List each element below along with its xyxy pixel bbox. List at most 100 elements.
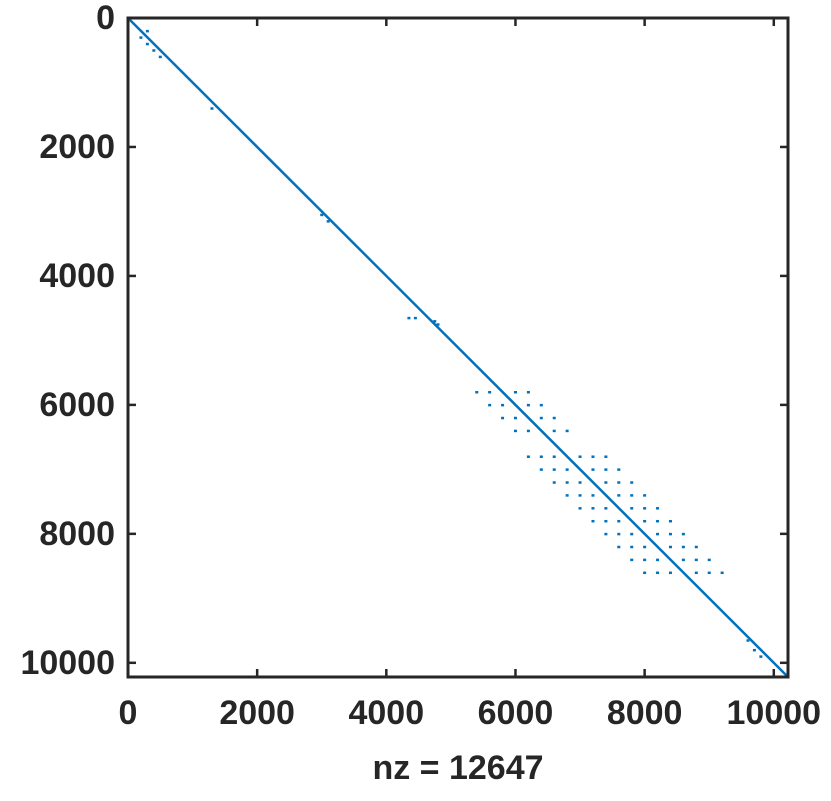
nonzero: [501, 403, 505, 407]
nonzero: [656, 507, 660, 510]
nonzero: [617, 519, 621, 523]
nonzero: [656, 519, 660, 523]
x-tick-label: 2000: [219, 694, 295, 732]
nonzero: [694, 558, 698, 562]
nonzero: [578, 494, 582, 497]
nonzero: [565, 429, 569, 433]
nonzero: [488, 403, 492, 407]
nonzero: [526, 429, 530, 433]
nonzero: [630, 494, 634, 497]
nonzero: [413, 316, 417, 320]
nonzero: [591, 494, 595, 497]
nonzero: [643, 558, 647, 562]
nonzero: [591, 507, 595, 510]
x-axis-label: nz = 12647: [372, 749, 543, 787]
nonzero: [501, 416, 505, 420]
nonzero: [433, 320, 437, 323]
nonzero: [617, 545, 621, 549]
nonzero: [668, 571, 672, 575]
nonzero: [643, 545, 647, 549]
nonzero: [668, 545, 672, 549]
nonzero: [513, 429, 517, 433]
nonzero: [539, 403, 543, 407]
nonzero: [565, 481, 569, 484]
nonzero: [630, 481, 634, 484]
nonzero: [668, 519, 672, 523]
nonzero: [617, 494, 621, 497]
nonzero: [145, 42, 149, 46]
nonzero: [436, 323, 440, 326]
y-tick-label: 4000: [39, 257, 115, 295]
nonzero: [630, 558, 634, 562]
nonzero: [539, 468, 543, 471]
nonzero: [707, 558, 711, 562]
nonzero: [604, 532, 608, 536]
nonzero: [617, 468, 621, 471]
nonzero: [617, 481, 621, 484]
nonzero: [145, 29, 149, 33]
y-tick-label: 0: [96, 0, 115, 37]
nonzero: [552, 481, 556, 484]
nonzero: [488, 390, 492, 394]
y-tick-label: 2000: [39, 128, 115, 166]
nonzero: [158, 55, 162, 59]
nonzero: [320, 213, 324, 217]
nonzero: [513, 390, 517, 394]
nonzero: [591, 519, 595, 523]
nonzero: [552, 416, 556, 420]
x-tick-label: 8000: [607, 694, 683, 732]
nonzero: [656, 558, 660, 562]
nonzero: [526, 390, 530, 394]
nonzero: [668, 532, 672, 536]
y-tick-label: 10000: [20, 644, 115, 682]
nonzero: [643, 571, 647, 575]
nonzero: [604, 455, 608, 458]
nonzero: [643, 519, 647, 523]
nonzero: [578, 507, 582, 510]
nonzero: [578, 481, 582, 484]
nonzero: [604, 519, 608, 523]
nonzero: [617, 532, 621, 536]
nonzero: [643, 494, 647, 497]
nonzero: [681, 558, 685, 562]
nonzero: [630, 507, 634, 510]
nonzero: [630, 545, 634, 549]
nonzero: [630, 532, 634, 536]
nonzero: [552, 429, 556, 433]
x-tick-label: 0: [119, 694, 138, 732]
nonzero: [681, 532, 685, 536]
nonzero: [604, 481, 608, 484]
nonzero: [604, 507, 608, 510]
nonzero: [152, 49, 156, 52]
nonzero: [475, 390, 479, 394]
x-tick-label: 10000: [727, 694, 822, 732]
nonzero: [752, 648, 756, 652]
nonzero: [578, 455, 582, 458]
nonzero: [526, 455, 530, 458]
nonzero: [526, 403, 530, 407]
nonzero: [746, 639, 750, 642]
nonzero: [591, 468, 595, 471]
nonzero: [407, 316, 411, 320]
nonzero: [656, 571, 660, 575]
nonzero: [513, 416, 517, 420]
nonzero: [210, 107, 214, 110]
nonzero: [565, 494, 569, 497]
y-tick-label: 8000: [39, 515, 115, 553]
nonzero: [604, 468, 608, 471]
nonzero: [720, 571, 724, 575]
nonzero: [539, 416, 543, 420]
nonzero: [326, 220, 330, 223]
diagonal: [127, 17, 789, 678]
nonzero: [694, 545, 698, 549]
nonzero: [565, 468, 569, 471]
nonzero: [694, 571, 698, 575]
nonzero: [707, 571, 711, 575]
nonzero: [552, 455, 556, 458]
x-tick-label: 4000: [348, 694, 424, 732]
nonzero: [681, 545, 685, 549]
nonzero: [552, 468, 556, 471]
x-tick-label: 6000: [478, 694, 554, 732]
nonzero: [539, 455, 543, 458]
